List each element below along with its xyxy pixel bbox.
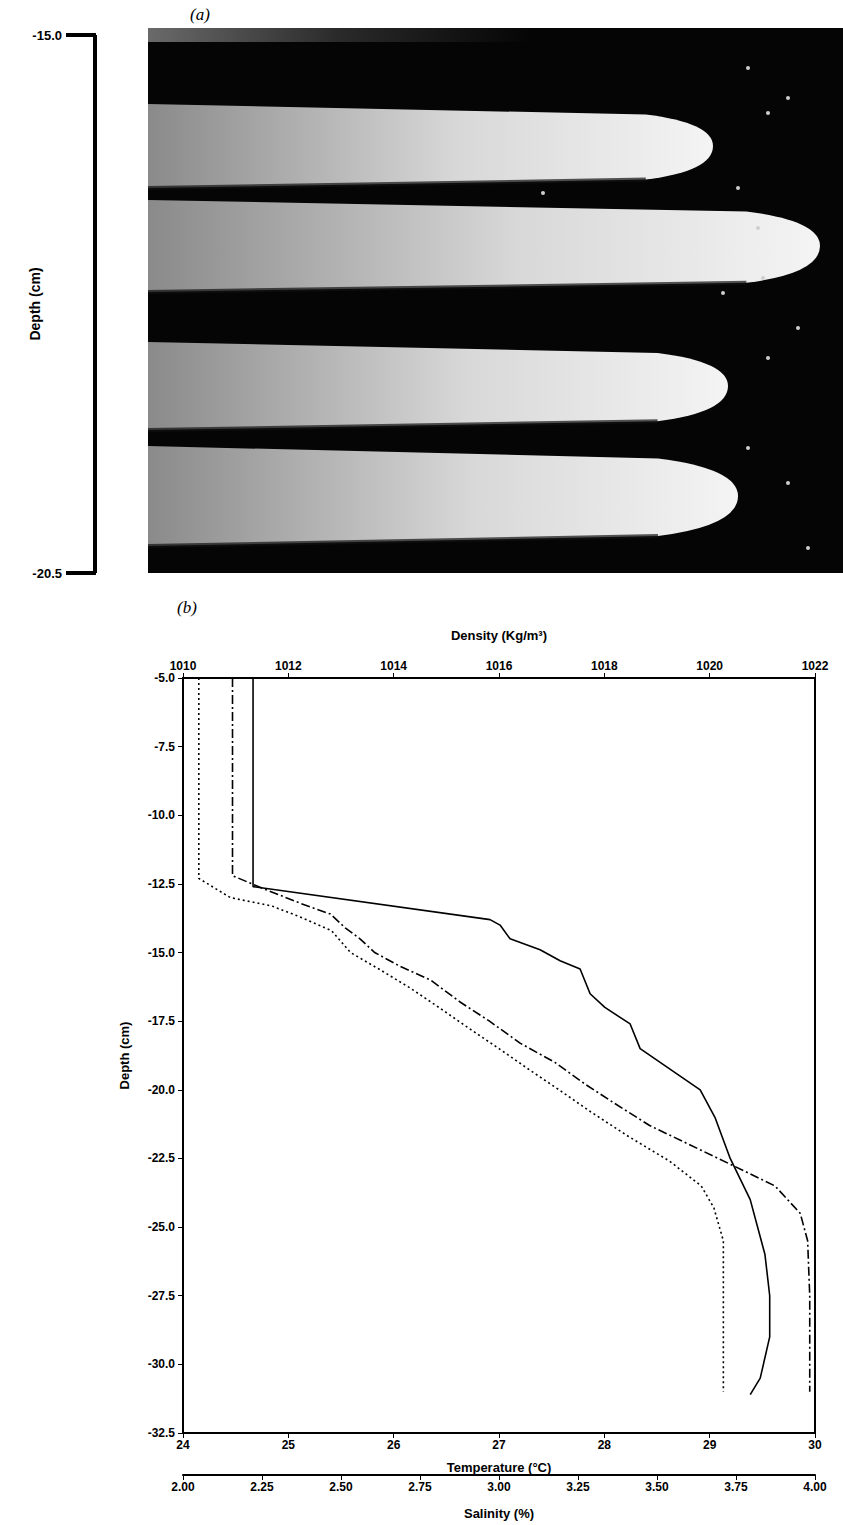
svg-text:3.75: 3.75	[724, 1480, 748, 1494]
svg-text:27: 27	[492, 1438, 506, 1452]
svg-text:(b): (b)	[177, 598, 197, 617]
svg-text:-7.5: -7.5	[154, 740, 175, 754]
svg-text:-20.0: -20.0	[148, 1083, 176, 1097]
svg-text:2.75: 2.75	[408, 1480, 432, 1494]
svg-text:-20.5: -20.5	[32, 566, 62, 581]
svg-text:4.00: 4.00	[803, 1480, 827, 1494]
svg-text:1022: 1022	[802, 659, 829, 673]
svg-text:Depth (cm): Depth (cm)	[27, 267, 43, 340]
svg-text:29: 29	[703, 1438, 717, 1452]
svg-text:24: 24	[176, 1438, 190, 1452]
svg-text:Depth (cm): Depth (cm)	[117, 1022, 132, 1090]
svg-text:25: 25	[282, 1438, 296, 1452]
svg-text:-27.5: -27.5	[148, 1289, 176, 1303]
svg-text:Temperature (°C): Temperature (°C)	[447, 1460, 552, 1475]
svg-text:-22.5: -22.5	[148, 1151, 176, 1165]
svg-text:-10.0: -10.0	[148, 808, 176, 822]
svg-text:-15.0: -15.0	[148, 946, 176, 960]
svg-text:-25.0: -25.0	[148, 1220, 176, 1234]
svg-text:1016: 1016	[486, 659, 513, 673]
svg-text:-17.5: -17.5	[148, 1014, 176, 1028]
svg-text:30: 30	[808, 1438, 822, 1452]
svg-text:(a): (a)	[190, 5, 210, 24]
svg-text:-12.5: -12.5	[148, 877, 176, 891]
svg-text:-30.0: -30.0	[148, 1357, 176, 1371]
svg-text:3.25: 3.25	[566, 1480, 590, 1494]
svg-text:Salinity (%): Salinity (%)	[464, 1506, 534, 1521]
svg-text:1014: 1014	[380, 659, 407, 673]
svg-text:2.00: 2.00	[171, 1480, 195, 1494]
svg-text:2.50: 2.50	[329, 1480, 353, 1494]
svg-text:1018: 1018	[591, 659, 618, 673]
svg-text:-32.5: -32.5	[148, 1426, 176, 1440]
svg-text:Density (Kg/m³): Density (Kg/m³)	[451, 628, 547, 643]
svg-text:1010: 1010	[170, 659, 197, 673]
svg-text:1020: 1020	[696, 659, 723, 673]
svg-text:26: 26	[387, 1438, 401, 1452]
svg-text:3.50: 3.50	[645, 1480, 669, 1494]
svg-text:28: 28	[598, 1438, 612, 1452]
svg-text:2.25: 2.25	[250, 1480, 274, 1494]
svg-text:1012: 1012	[275, 659, 302, 673]
svg-text:3.00: 3.00	[487, 1480, 511, 1494]
svg-text:-15.0: -15.0	[32, 28, 62, 43]
svg-text:-5.0: -5.0	[154, 671, 175, 685]
